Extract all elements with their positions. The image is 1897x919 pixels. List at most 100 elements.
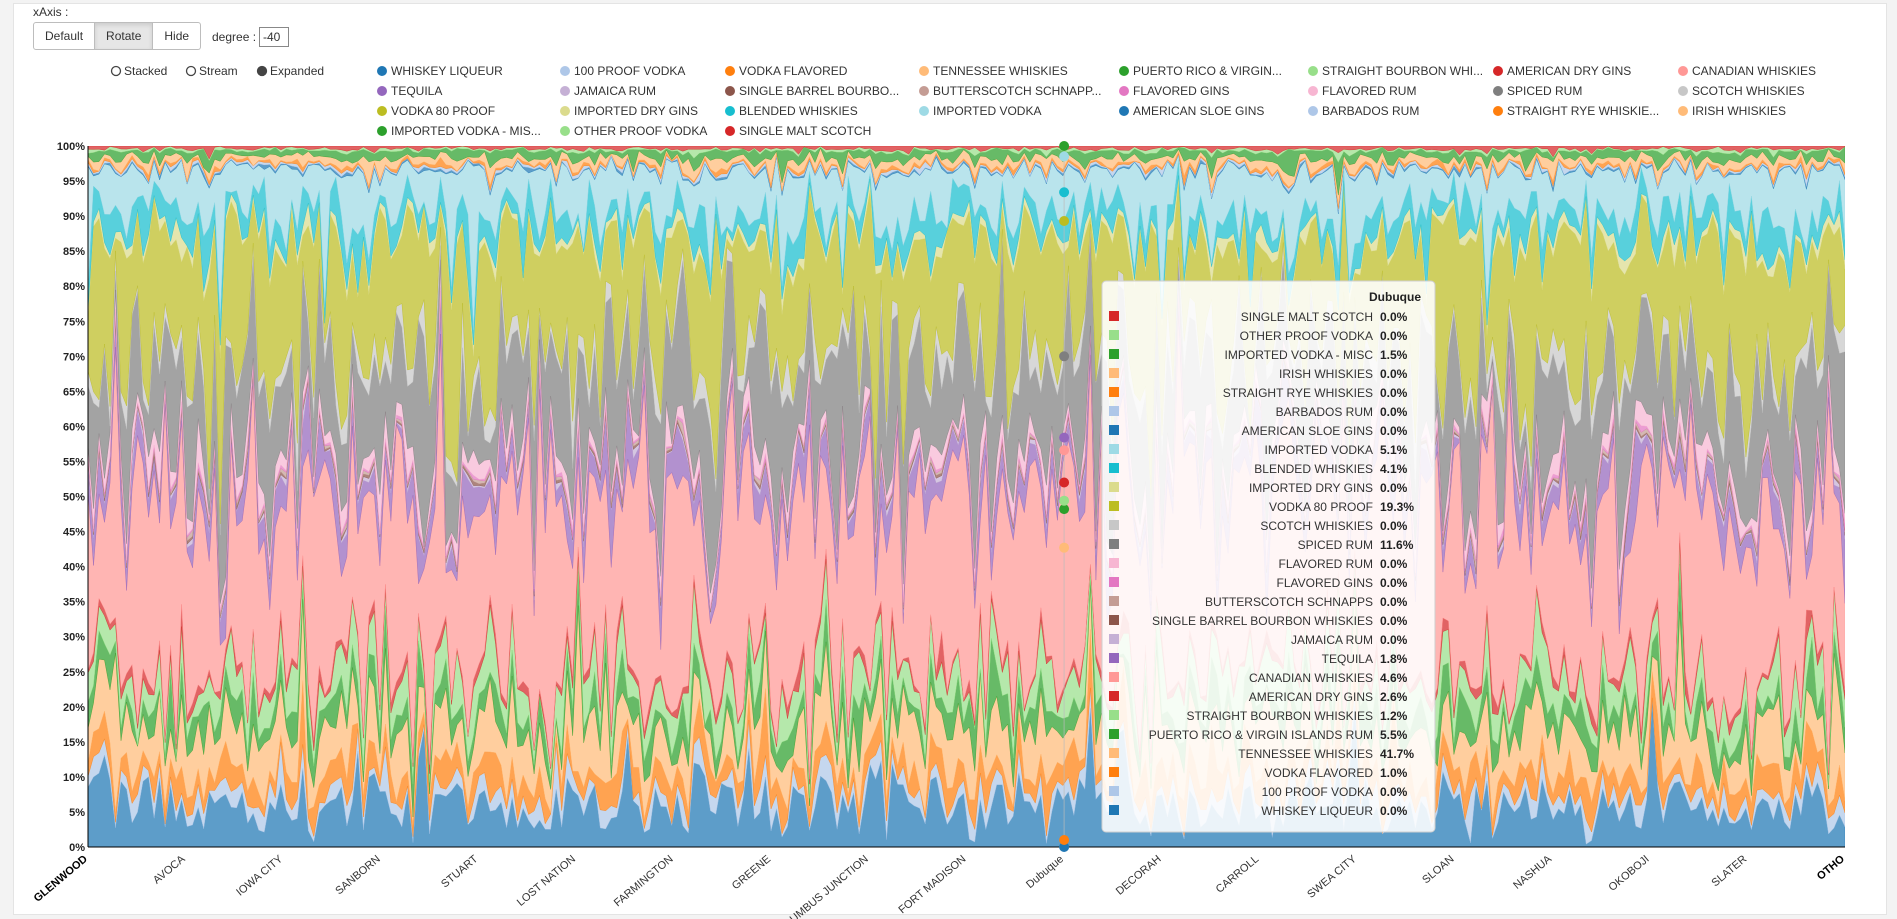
legend-item-blended-whiskies[interactable]: BLENDED WHISKIES [725,104,858,118]
legend-item-other-proof-vodka[interactable]: OTHER PROOF VODKA [560,124,707,138]
legend-item-spiced-rum[interactable]: SPICED RUM [1493,84,1582,98]
legend-swatch[interactable] [377,86,387,96]
legend-item-imported-vodka[interactable]: IMPORTED VODKA [919,104,1041,118]
hover-point-vodka-80-proof [1059,216,1070,227]
area-single-malt-scotch[interactable] [88,146,1845,160]
y-tick-label: 75% [63,316,85,328]
legend-swatch[interactable] [1308,106,1318,116]
legend-swatch[interactable] [560,66,570,76]
tooltip-series-name: FLAVORED RUM [1279,557,1373,571]
legend-item-vodka-80-proof[interactable]: VODKA 80 PROOF [377,104,495,118]
legend-swatch[interactable] [919,106,929,116]
legend-swatch[interactable] [560,86,570,96]
legend-swatch[interactable] [1119,66,1129,76]
legend-label: CANADIAN WHISKIES [1692,64,1816,78]
legend-swatch[interactable] [1119,106,1129,116]
legend-swatch[interactable] [725,106,735,116]
y-tick-label: 15% [63,737,85,749]
legend-swatch[interactable] [1119,86,1129,96]
y-tick-label: 5% [69,807,85,819]
legend-item-scotch-whiskies[interactable]: SCOTCH WHISKIES [1678,84,1805,98]
legend-label: BLENDED WHISKIES [739,104,858,118]
tooltip-swatch [1109,444,1119,454]
default-button[interactable]: Default [33,22,96,50]
legend-label: TEQUILA [391,84,442,98]
legend-item-flavored-gins[interactable]: FLAVORED GINS [1119,84,1229,98]
legend-item-jamaica-rum[interactable]: JAMAICA RUM [560,84,656,98]
hover-point-tennessee-whiskies [1059,542,1070,553]
tooltip-series-name: BLENDED WHISKIES [1254,462,1373,476]
legend-label: WHISKEY LIQUEUR [391,64,503,78]
tooltip-series-value: 11.6% [1380,538,1414,552]
tooltip-row: FLAVORED GINS 0.0% [1109,576,1408,590]
legend-item-butterscotch-schnapps[interactable]: BUTTERSCOTCH SCHNAPP... [919,84,1101,98]
legend-item-vodka-flavored[interactable]: VODKA FLAVORED [725,64,848,78]
legend-swatch[interactable] [377,106,387,116]
legend-item-american-sloe-gins[interactable]: AMERICAN SLOE GINS [1119,104,1264,118]
y-tick-label: 0% [69,842,85,854]
legend-swatch[interactable] [377,126,387,136]
tooltip-series-name: BARBADOS RUM [1276,405,1373,419]
legend-swatch[interactable] [1493,86,1503,96]
tooltip-series-name: SINGLE BARREL BOURBON WHISKIES [1152,614,1373,628]
legend-swatch[interactable] [919,66,929,76]
legend-swatch[interactable] [1678,86,1688,96]
hover-guide [1059,141,1070,852]
tooltip-series-value: 1.0% [1380,766,1408,780]
tooltip-swatch [1109,767,1119,777]
legend-item-imported-dry-gins[interactable]: IMPORTED DRY GINS [560,104,698,118]
legend-item-barbados-rum[interactable]: BARBADOS RUM [1308,104,1419,118]
legend-item-flavored-rum[interactable]: FLAVORED RUM [1308,84,1416,98]
tooltip-swatch [1109,577,1119,587]
legend-item-single-barrel-bourbon-whiskies[interactable]: SINGLE BARREL BOURBO... [725,84,899,98]
legend-item-tequila[interactable]: TEQUILA [377,84,442,98]
legend-item-irish-whiskies[interactable]: IRISH WHISKIES [1678,104,1786,118]
legend-label: AMERICAN DRY GINS [1507,64,1631,78]
legend-swatch[interactable] [1493,106,1503,116]
mode-expanded[interactable]: Expanded [256,64,325,78]
tooltip-swatch [1109,748,1119,758]
legend-item-tennessee-whiskies[interactable]: TENNESSEE WHISKIES [919,64,1068,78]
legend-swatch[interactable] [1308,66,1318,76]
tooltip-swatch [1109,482,1119,492]
radio-icon[interactable] [256,65,268,77]
legend-swatch[interactable] [560,106,570,116]
tooltip-series-value: 4.1% [1380,462,1408,476]
legend-item-canadian-whiskies[interactable]: CANADIAN WHISKIES [1678,64,1816,78]
tooltip-series-name: TEQUILA [1322,652,1373,666]
radio-icon[interactable] [185,65,197,77]
legend-swatch[interactable] [725,126,735,136]
legend-item-100-proof-vodka[interactable]: 100 PROOF VODKA [560,64,685,78]
legend-swatch[interactable] [919,86,929,96]
mode-stacked[interactable]: Stacked [110,64,168,78]
legend-swatch[interactable] [560,126,570,136]
legend-item-straight-rye-whiskies[interactable]: STRAIGHT RYE WHISKIE... [1493,104,1659,118]
tooltip-series-name: SINGLE MALT SCOTCH [1241,310,1373,324]
legend-swatch[interactable] [725,86,735,96]
legend-swatch[interactable] [725,66,735,76]
hide-button[interactable]: Hide [153,22,202,50]
legend-swatch[interactable] [1678,106,1688,116]
legend-swatch[interactable] [377,66,387,76]
legend-item-imported-vodka-misc[interactable]: IMPORTED VODKA - MIS... [377,124,541,138]
legend-item-single-malt-scotch[interactable]: SINGLE MALT SCOTCH [725,124,871,138]
legend-item-whiskey-liqueur[interactable]: WHISKEY LIQUEUR [377,64,503,78]
mode-stream[interactable]: Stream [185,64,238,78]
rotate-button[interactable]: Rotate [95,22,154,50]
legend-item-straight-bourbon-whiskies[interactable]: STRAIGHT BOURBON WHI... [1308,64,1483,78]
mode-label: Stacked [124,64,167,78]
tooltip-series-name: IMPORTED VODKA - MISC [1225,348,1374,362]
degree-input[interactable] [259,27,289,47]
legend-swatch[interactable] [1308,86,1318,96]
tooltip-swatch [1109,349,1119,359]
legend-swatch[interactable] [1678,66,1688,76]
legend-item-puerto-rico-virgin-islands-rum[interactable]: PUERTO RICO & VIRGIN... [1119,64,1282,78]
tooltip-series-name: PUERTO RICO & VIRGIN ISLANDS RUM [1149,728,1373,742]
legend-swatch[interactable] [1493,66,1503,76]
hover-point-whiskey-liqueur [1059,842,1070,852]
tooltip-row: IMPORTED VODKA 5.1% [1109,443,1408,457]
legend-item-american-dry-gins[interactable]: AMERICAN DRY GINS [1493,64,1631,78]
tooltip-row: BUTTERSCOTCH SCHNAPPS 0.0% [1109,595,1408,609]
y-tick-label: 100% [57,141,85,153]
radio-icon[interactable] [110,65,122,77]
